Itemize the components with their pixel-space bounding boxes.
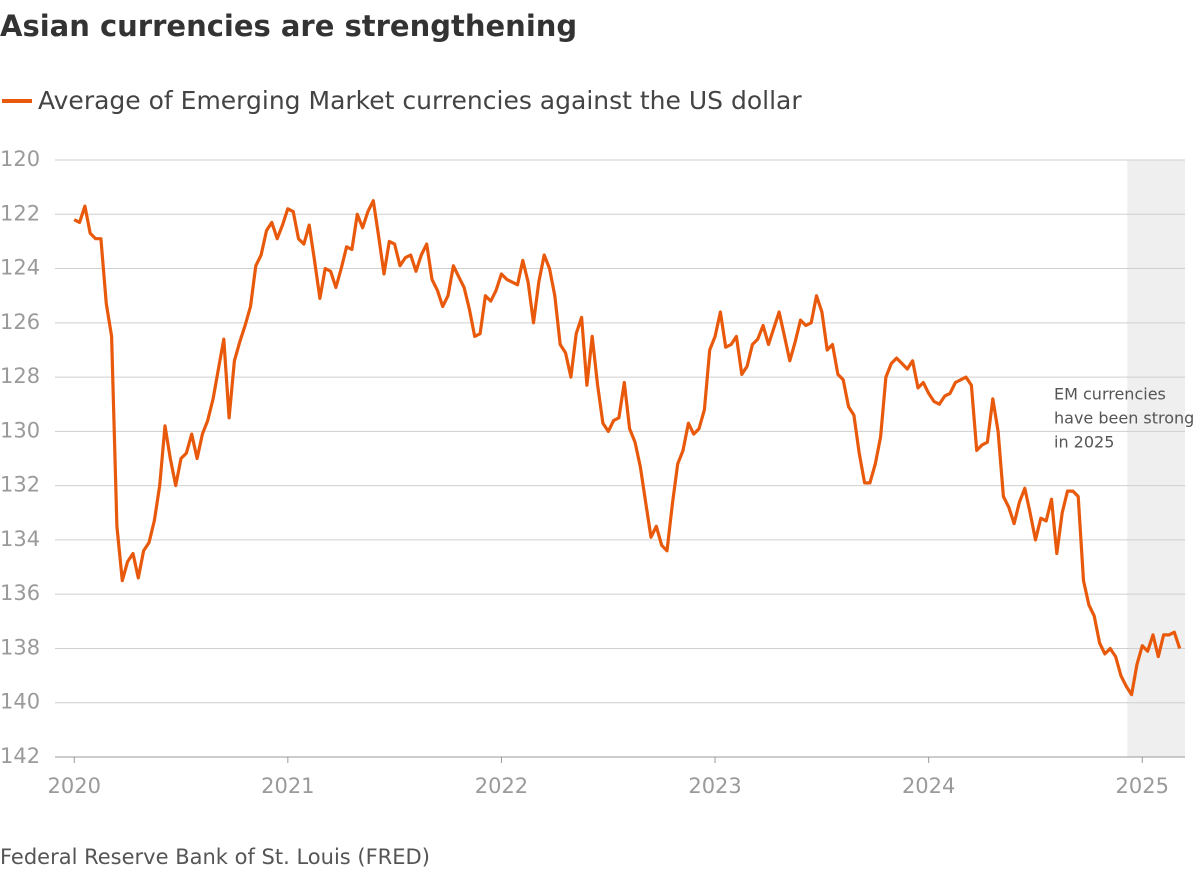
y-tick-label: 140 (0, 690, 40, 714)
x-tick-label: 2020 (47, 774, 100, 798)
x-tick-label: 2024 (902, 774, 955, 798)
y-tick-label: 136 (0, 581, 40, 605)
highlight-band (1127, 160, 1185, 757)
y-tick-label: 130 (0, 418, 40, 442)
y-tick-label: 134 (0, 527, 40, 551)
x-tick-label: 2023 (688, 774, 741, 798)
x-tick-label: 2022 (475, 774, 528, 798)
x-tick-label: 2025 (1116, 774, 1169, 798)
y-tick-label: 132 (0, 473, 40, 497)
y-tick-label: 126 (0, 310, 40, 334)
y-tick-label: 128 (0, 364, 40, 388)
source: Federal Reserve Bank of St. Louis (FRED) (0, 845, 430, 869)
y-tick-label: 120 (0, 147, 40, 171)
y-tick-label: 142 (0, 744, 40, 768)
y-tick-label: 124 (0, 256, 40, 280)
chart-title: Asian currencies are strengthening (0, 9, 577, 43)
y-tick-label: 122 (0, 201, 40, 225)
data-line (73, 199, 1182, 697)
y-tick-label: 138 (0, 635, 40, 659)
annotation: EM currencies (1054, 385, 1166, 404)
annotation: have been strong (1054, 409, 1194, 428)
legend-label: Average of Emerging Market currencies ag… (38, 86, 802, 115)
annotation: in 2025 (1054, 433, 1114, 452)
x-tick-label: 2021 (261, 774, 314, 798)
